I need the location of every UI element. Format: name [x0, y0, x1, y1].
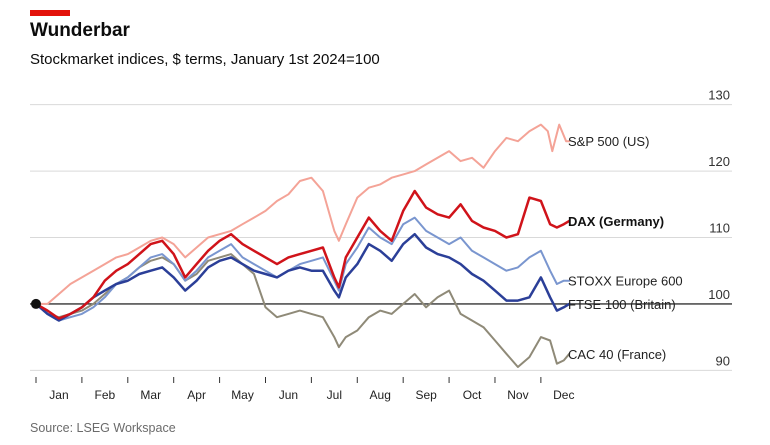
x-tick-label: Sep	[415, 388, 437, 402]
y-tick-label: 110	[709, 221, 730, 236]
series-labels: S&P 500 (US) DAX (Germany) STOXX Europe 60…	[568, 134, 683, 362]
x-tick-label: Jan	[49, 388, 68, 402]
x-tick-label: Mar	[140, 388, 161, 402]
x-tick-label: Oct	[463, 388, 482, 402]
series-line	[34, 189, 571, 320]
x-tick-label: Nov	[507, 388, 528, 402]
x-tick-label: Dec	[553, 388, 574, 402]
series-line	[34, 232, 571, 322]
chart-subtitle: Stockmarket indices, $ terms, January 1s…	[30, 51, 380, 68]
series-line	[35, 123, 571, 305]
accent-bar	[30, 10, 70, 16]
series-label: CAC 40 (France)	[568, 347, 666, 362]
x-tick-label: Aug	[370, 388, 391, 402]
x-tick-label: Jun	[279, 388, 298, 402]
x-axis: Jan Feb Mar Apr May Jun Jul Aug Sep Oct Nov Dec	[35, 377, 574, 402]
series-line	[35, 216, 571, 322]
source-note: Source: LSEG Workspace	[30, 421, 176, 435]
y-tick-label: 90	[716, 353, 730, 368]
y-tick-label: 100	[708, 287, 730, 302]
series-label: STOXX Europe 600	[568, 274, 683, 289]
series-label: S&P 500 (US)	[568, 134, 649, 149]
origin-dot	[31, 298, 41, 309]
chart-title: Wunderbar	[30, 20, 130, 41]
x-tick-label: Apr	[187, 388, 206, 402]
y-tick-label: 130	[708, 88, 730, 103]
series-label: DAX (Germany)	[568, 214, 664, 229]
x-tick-label: May	[231, 388, 254, 402]
series-label: FTSE 100 (Britain)	[568, 297, 676, 312]
y-axis-ticks: 90 100 110 120 130	[708, 88, 730, 369]
y-tick-label: 120	[708, 154, 730, 169]
x-tick-label: Feb	[95, 388, 116, 402]
x-tick-label: Jul	[327, 388, 342, 402]
series-lines	[34, 123, 571, 368]
